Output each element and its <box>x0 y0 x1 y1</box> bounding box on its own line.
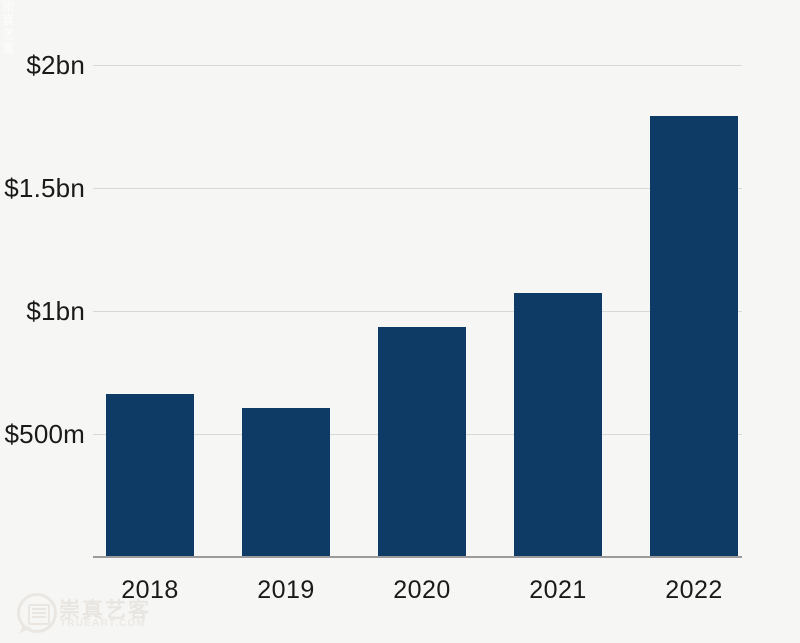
gridline-$1.5bn <box>93 188 742 189</box>
document-lines-icon <box>28 604 50 625</box>
y-tick-label-$500m: $500m <box>4 419 85 449</box>
y-tick-label-$1.5bn: $1.5bn <box>4 173 85 203</box>
y-tick-label-$1bn: $1bn <box>26 296 85 326</box>
speech-bubble-icon <box>17 593 57 633</box>
plot-area <box>93 65 742 558</box>
bar-2019 <box>242 408 330 556</box>
x-tick-label-2021: 2021 <box>529 576 587 604</box>
y-tick-label-$2bn: $2bn <box>26 50 85 80</box>
watermark-domain: TRUEART.COM <box>60 618 146 629</box>
bar-2022 <box>650 115 738 556</box>
x-tick-label-2018: 2018 <box>121 576 179 604</box>
bar-2021 <box>514 292 602 556</box>
gridline-$2bn <box>93 65 742 66</box>
x-tick-label-2022: 2022 <box>665 576 723 604</box>
x-axis-line <box>93 556 742 558</box>
x-tick-label-2020: 2020 <box>393 576 451 604</box>
x-tick-label-2019: 2019 <box>257 576 315 604</box>
bar-2018 <box>106 393 194 556</box>
gridline-$1bn <box>93 311 742 312</box>
bar-2020 <box>378 327 466 556</box>
